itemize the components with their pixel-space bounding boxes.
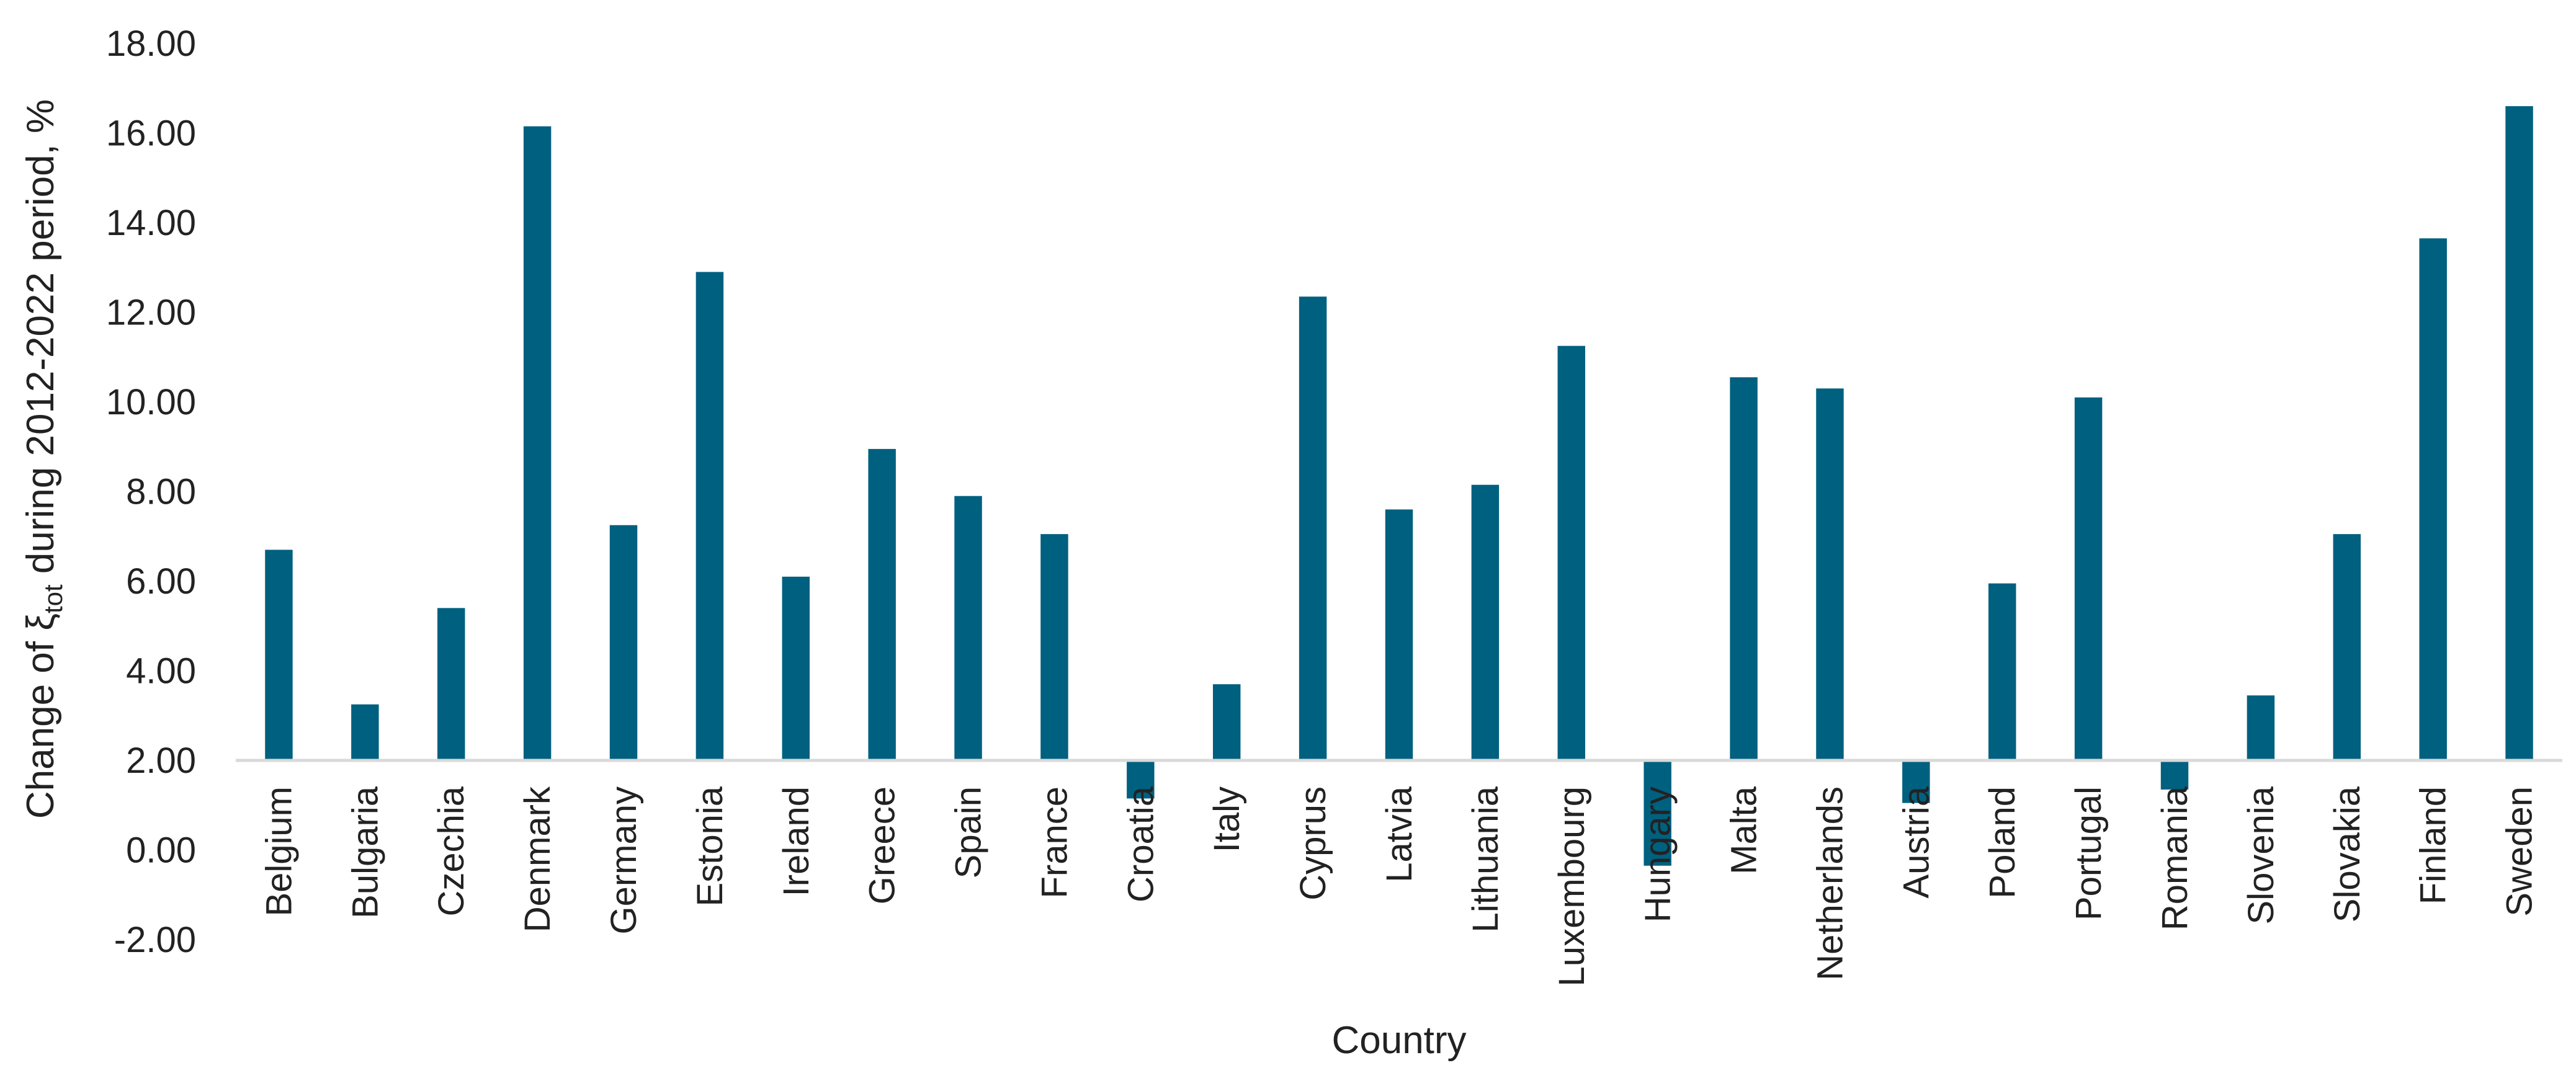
y-tick-label: 18.00 [106,24,196,64]
x-axis-ticks: Belgium Bulgaria Czechia Denmark Germany Esto… [259,786,2539,986]
y-axis-title-subscript: tot [38,584,68,613]
x-tick-label: Portugal [2068,786,2109,920]
x-tick-label: Finland [2413,786,2454,904]
bar-portugal [2074,397,2103,760]
x-tick-label: Greece [862,786,903,904]
y-tick-label: 0.00 [126,830,196,871]
x-tick-label: Poland [1982,786,2023,899]
bar-slovenia [2247,695,2275,760]
x-tick-label: Estonia [690,786,730,906]
x-tick-label: Netherlands [1810,786,1850,981]
x-tick-label: Latvia [1379,786,1420,883]
bar-greece [868,448,896,760]
bar-luxembourg [1557,345,1585,760]
x-tick-label: Austria [1896,786,1936,898]
bar-hungary [1644,760,1671,866]
bar-cyprus [1299,296,1327,760]
x-tick-label: Italy [1207,786,1247,852]
bar-france [1040,534,1068,760]
y-tick-label: 12.00 [106,293,196,333]
bar-croatia [1127,760,1155,799]
bar-italy [1213,684,1241,760]
x-tick-label: Czechia [431,786,472,916]
bar-germany [609,525,638,760]
x-tick-label: Cyprus [1293,786,1333,901]
y-tick-label: 6.00 [126,561,196,602]
bar-austria [1902,760,1930,803]
x-tick-label: Slovakia [2327,786,2368,922]
bar-latvia [1385,509,1413,760]
y-tick-label: 14.00 [106,203,196,243]
y-tick-label: -2.00 [114,920,196,960]
bar-estonia [695,272,724,761]
y-tick-label: 2.00 [126,741,196,781]
x-tick-label: Germany [604,786,644,935]
y-axis-title: Change of ξtot during 2012-2022 period, … [19,99,68,819]
bar-bulgaria [351,704,379,760]
x-tick-label: Slovenia [2241,786,2281,924]
y-axis-title-prefix: Change of ξ [19,613,62,819]
y-tick-label: 16.00 [106,114,196,154]
bar-sweden [2505,106,2533,760]
bar-malta [1730,377,1758,760]
x-axis-title: Country [1331,1019,1466,1062]
y-tick-label: 8.00 [126,472,196,512]
x-tick-label: Denmark [517,786,558,932]
bar-belgium [265,550,293,760]
bar-ireland [782,576,810,760]
x-tick-label: Bulgaria [345,786,385,919]
bar-finland [2419,238,2447,761]
bar-romania [2160,760,2189,790]
x-tick-label: Croatia [1120,786,1161,902]
bar-czechia [437,608,465,760]
y-tick-label: 10.00 [106,382,196,422]
x-tick-label: Romania [2155,786,2195,930]
x-tick-label: Sweden [2500,786,2540,917]
bar-denmark [523,126,552,761]
bar-series [265,106,2533,866]
bar-spain [954,496,982,760]
y-tick-label: 4.00 [126,651,196,692]
x-tick-label: Spain [949,786,989,878]
x-tick-label: France [1034,786,1075,899]
bar-slovakia [2333,534,2361,760]
x-tick-label: Belgium [259,786,299,917]
x-tick-label: Malta [1724,786,1764,875]
bar-poland [1988,583,2016,760]
y-axis-title-suffix: during 2012-2022 period, % [19,99,62,584]
y-axis-ticks: -2.00 0.00 2.00 4.00 6.00 8.00 10.00 12.00 14.00… [106,24,196,960]
x-tick-label: Ireland [776,786,816,896]
x-tick-label: Hungary [1638,786,1678,922]
x-tick-label: Luxembourg [1552,786,1592,986]
bar-lithuania [1471,484,1500,760]
bar-netherlands [1816,388,1844,760]
x-tick-label: Lithuania [1465,786,1506,932]
